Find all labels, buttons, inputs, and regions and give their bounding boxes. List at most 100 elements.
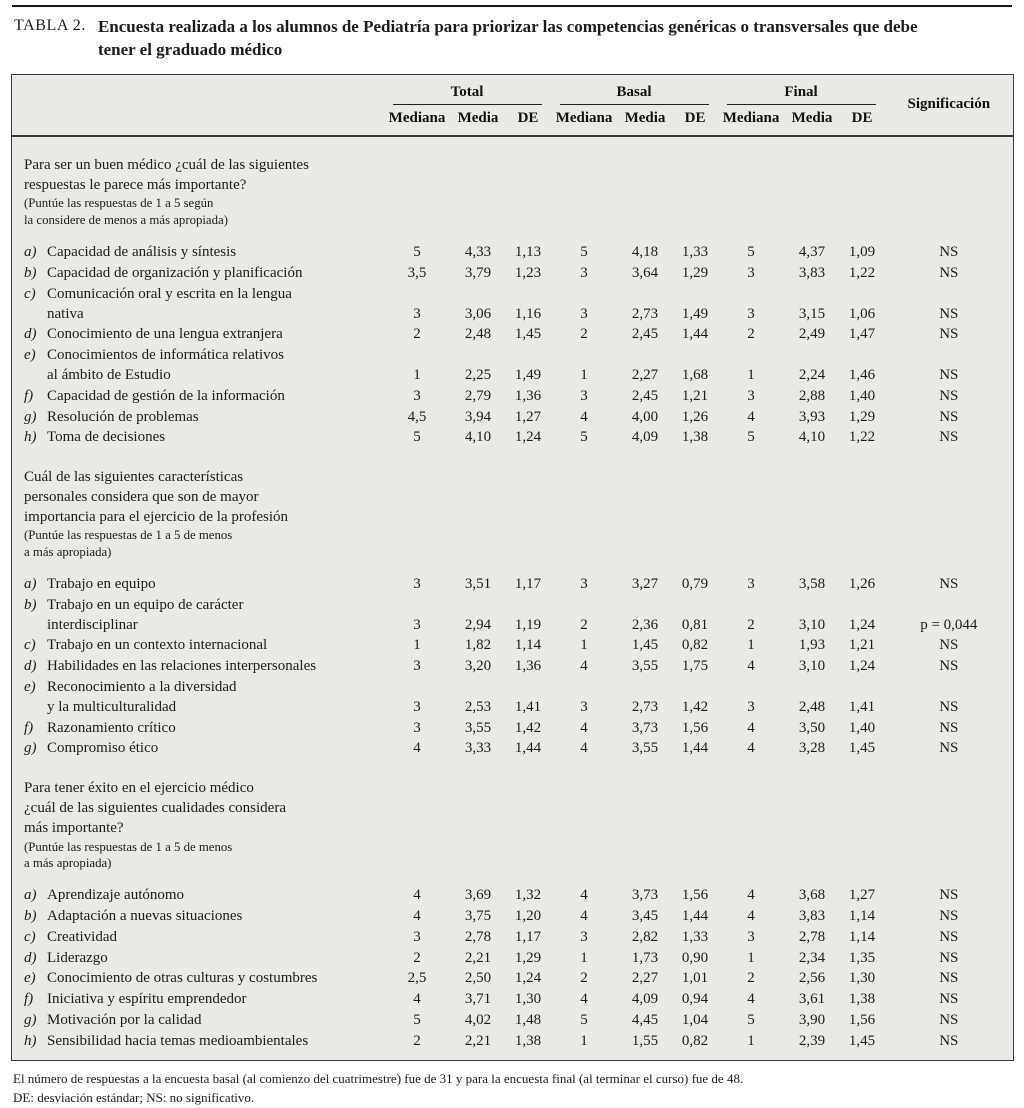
- cell-value: 1,36: [514, 387, 542, 404]
- cell-value: 1: [747, 1032, 755, 1049]
- cell-value: 4: [747, 719, 755, 736]
- table-row: d) Habilidades en las relaciones interper…: [12, 657, 1014, 678]
- table-row: c) Creatividad 3 2,78 1,17 3 2,82 1,33 3 2,78 1,14…: [12, 927, 1014, 948]
- cell-value: 2,50: [464, 970, 492, 987]
- cell-value: 3,55: [464, 719, 492, 736]
- row-label: h) Sensibilidad hacia temas medioambienta…: [12, 1031, 384, 1060]
- cell-value: 1,55: [631, 1032, 659, 1049]
- cell-value: 1,40: [848, 719, 876, 736]
- item-text: interdisciplinar: [47, 616, 138, 633]
- question-line: Para ser un buen médico ¿cuál de las sig…: [24, 156, 309, 173]
- header-final-media: Media: [784, 104, 840, 137]
- cell-value: 2,27: [631, 970, 659, 987]
- table-row: e) Reconocimiento a la diversidad y la mul…: [12, 678, 1014, 719]
- row-label-line: a) Capacidad de análisis y síntesis: [24, 243, 382, 263]
- cell-value: 3: [747, 698, 755, 715]
- row-label-line: h) Sensibilidad hacia temas medioambienta…: [24, 1032, 382, 1052]
- table-header: Total Basal Final Significación Mediana …: [11, 74, 1014, 137]
- question-line: más importante?: [24, 820, 124, 837]
- cell-significacion: NS: [939, 908, 959, 925]
- table-number: TABLA 2.: [14, 17, 86, 34]
- cell-value: 3: [413, 305, 421, 322]
- cell-significacion: NS: [939, 244, 959, 261]
- cell-significacion: NS: [939, 1012, 959, 1029]
- cell-value: 3,83: [798, 264, 826, 281]
- cell-value: 1,32: [514, 887, 542, 904]
- cell-value: 0,81: [681, 616, 709, 633]
- cell-value: 4: [747, 658, 755, 675]
- cell-value: 5: [580, 1012, 588, 1029]
- cell-value: 3,94: [464, 408, 492, 425]
- row-label-line: b) Adaptación a nuevas situaciones: [24, 907, 382, 927]
- row-label: a) Aprendizaje autónomo: [12, 886, 384, 907]
- cell-value: 3,27: [631, 576, 659, 593]
- row-label: c) Creatividad: [12, 927, 384, 948]
- item-letter: c): [24, 285, 36, 302]
- cell-value: 1,24: [848, 658, 876, 675]
- cell-value: 2,78: [464, 928, 492, 945]
- cell-value: 1,48: [514, 1012, 542, 1029]
- cell-value: 4: [580, 740, 588, 757]
- cell-value: 1: [580, 366, 588, 383]
- row-label: f) Capacidad de gestión de la información: [12, 386, 384, 407]
- cell-value: 1,45: [631, 637, 659, 654]
- cell-value: 2: [747, 326, 755, 343]
- cell-value: 3,90: [798, 1012, 826, 1029]
- cell-value: 2: [580, 616, 588, 633]
- cell-value: 3,58: [798, 576, 826, 593]
- cell-value: 3: [413, 576, 421, 593]
- item-letter: c): [24, 637, 36, 654]
- cell-value: 3,55: [631, 658, 659, 675]
- item-text: Motivación por la calidad: [47, 1012, 202, 1029]
- cell-value: 1,29: [848, 408, 876, 425]
- item-letter: b): [24, 908, 37, 925]
- cell-value: 5: [413, 244, 421, 261]
- cell-value: 1,24: [514, 970, 542, 987]
- cell-value: 3: [413, 928, 421, 945]
- cell-value: 2,34: [798, 949, 826, 966]
- cell-value: 3: [747, 576, 755, 593]
- row-label-line: nativa: [24, 305, 382, 325]
- question-note-line: (Puntúe las respuestas de 1 a 5 según: [24, 196, 214, 211]
- table-row: b) Trabajo en un equipo de carácter interd…: [12, 595, 1014, 636]
- header-group-total: Total: [384, 74, 551, 105]
- cell-value: 1: [413, 366, 421, 383]
- cell-value: 3: [413, 387, 421, 404]
- header-group-final-label: Final: [726, 84, 876, 105]
- question-line: Para tener éxito en el ejercicio médico: [24, 779, 254, 796]
- cell-value: 2,48: [798, 698, 826, 715]
- header-group-row: Total Basal Final Significación: [11, 74, 1014, 137]
- cell-significacion: NS: [939, 698, 959, 715]
- question-note-line: a más apropiada): [24, 544, 112, 559]
- row-label: a) Capacidad de análisis y síntesis: [12, 243, 384, 264]
- cell-value: 2: [413, 1032, 421, 1049]
- cell-value: 1,41: [514, 698, 542, 715]
- cell-value: 1,27: [514, 408, 542, 425]
- cell-value: 3,61: [798, 991, 826, 1008]
- row-label-line: y la multiculturalidad: [24, 698, 382, 718]
- cell-value: 3: [580, 305, 588, 322]
- item-text: Conocimientos de informática relativos: [47, 347, 285, 364]
- cell-value: 2,21: [464, 1032, 492, 1049]
- cell-value: 2: [580, 970, 588, 987]
- cell-significacion: NS: [939, 264, 959, 281]
- row-label-line: b) Capacidad de organización y planificac…: [24, 264, 382, 284]
- cell-value: 3: [580, 576, 588, 593]
- cell-value: 5: [413, 429, 421, 446]
- table-row: d) Conocimiento de una lengua extranjera 2…: [12, 325, 1014, 346]
- table-row: h) Toma de decisiones 5 4,10 1,24 5 4,09 1,38 5 4…: [12, 428, 1014, 449]
- cell-value: 4,09: [631, 991, 659, 1008]
- table-row: f) Capacidad de gestión de la información…: [12, 386, 1014, 407]
- cell-value: 3: [580, 928, 588, 945]
- item-text: Aprendizaje autónomo: [47, 887, 185, 904]
- row-label: e) Reconocimiento a la diversidad y la mul…: [12, 678, 384, 719]
- row-label-line: f) Capacidad de gestión de la información: [24, 387, 382, 407]
- cell-significacion: NS: [939, 928, 959, 945]
- cell-value: 1,45: [514, 326, 542, 343]
- top-rule: [12, 5, 1012, 7]
- cell-significacion: p = 0,044: [920, 616, 978, 633]
- cell-value: 1,21: [681, 387, 709, 404]
- cell-value: 2: [413, 949, 421, 966]
- cell-value: 3: [747, 387, 755, 404]
- cell-value: 3,73: [631, 719, 659, 736]
